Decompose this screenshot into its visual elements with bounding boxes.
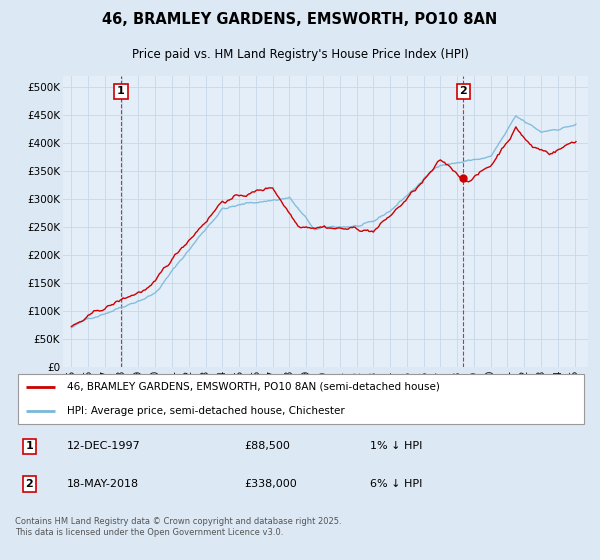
- Text: 2: 2: [25, 479, 33, 489]
- FancyBboxPatch shape: [18, 374, 584, 424]
- Text: 1: 1: [117, 86, 125, 96]
- Text: HPI: Average price, semi-detached house, Chichester: HPI: Average price, semi-detached house,…: [67, 405, 344, 416]
- Text: £338,000: £338,000: [244, 479, 297, 489]
- Text: 46, BRAMLEY GARDENS, EMSWORTH, PO10 8AN (semi-detached house): 46, BRAMLEY GARDENS, EMSWORTH, PO10 8AN …: [67, 382, 439, 392]
- Text: 6% ↓ HPI: 6% ↓ HPI: [370, 479, 422, 489]
- Text: £88,500: £88,500: [244, 441, 290, 451]
- Text: Contains HM Land Registry data © Crown copyright and database right 2025.
This d: Contains HM Land Registry data © Crown c…: [15, 517, 341, 536]
- Text: 1: 1: [25, 441, 33, 451]
- Text: 1% ↓ HPI: 1% ↓ HPI: [370, 441, 422, 451]
- Text: 2: 2: [460, 86, 467, 96]
- Text: 12-DEC-1997: 12-DEC-1997: [67, 441, 140, 451]
- Text: Price paid vs. HM Land Registry's House Price Index (HPI): Price paid vs. HM Land Registry's House …: [131, 48, 469, 61]
- Text: 46, BRAMLEY GARDENS, EMSWORTH, PO10 8AN: 46, BRAMLEY GARDENS, EMSWORTH, PO10 8AN: [103, 12, 497, 27]
- Text: 18-MAY-2018: 18-MAY-2018: [67, 479, 139, 489]
